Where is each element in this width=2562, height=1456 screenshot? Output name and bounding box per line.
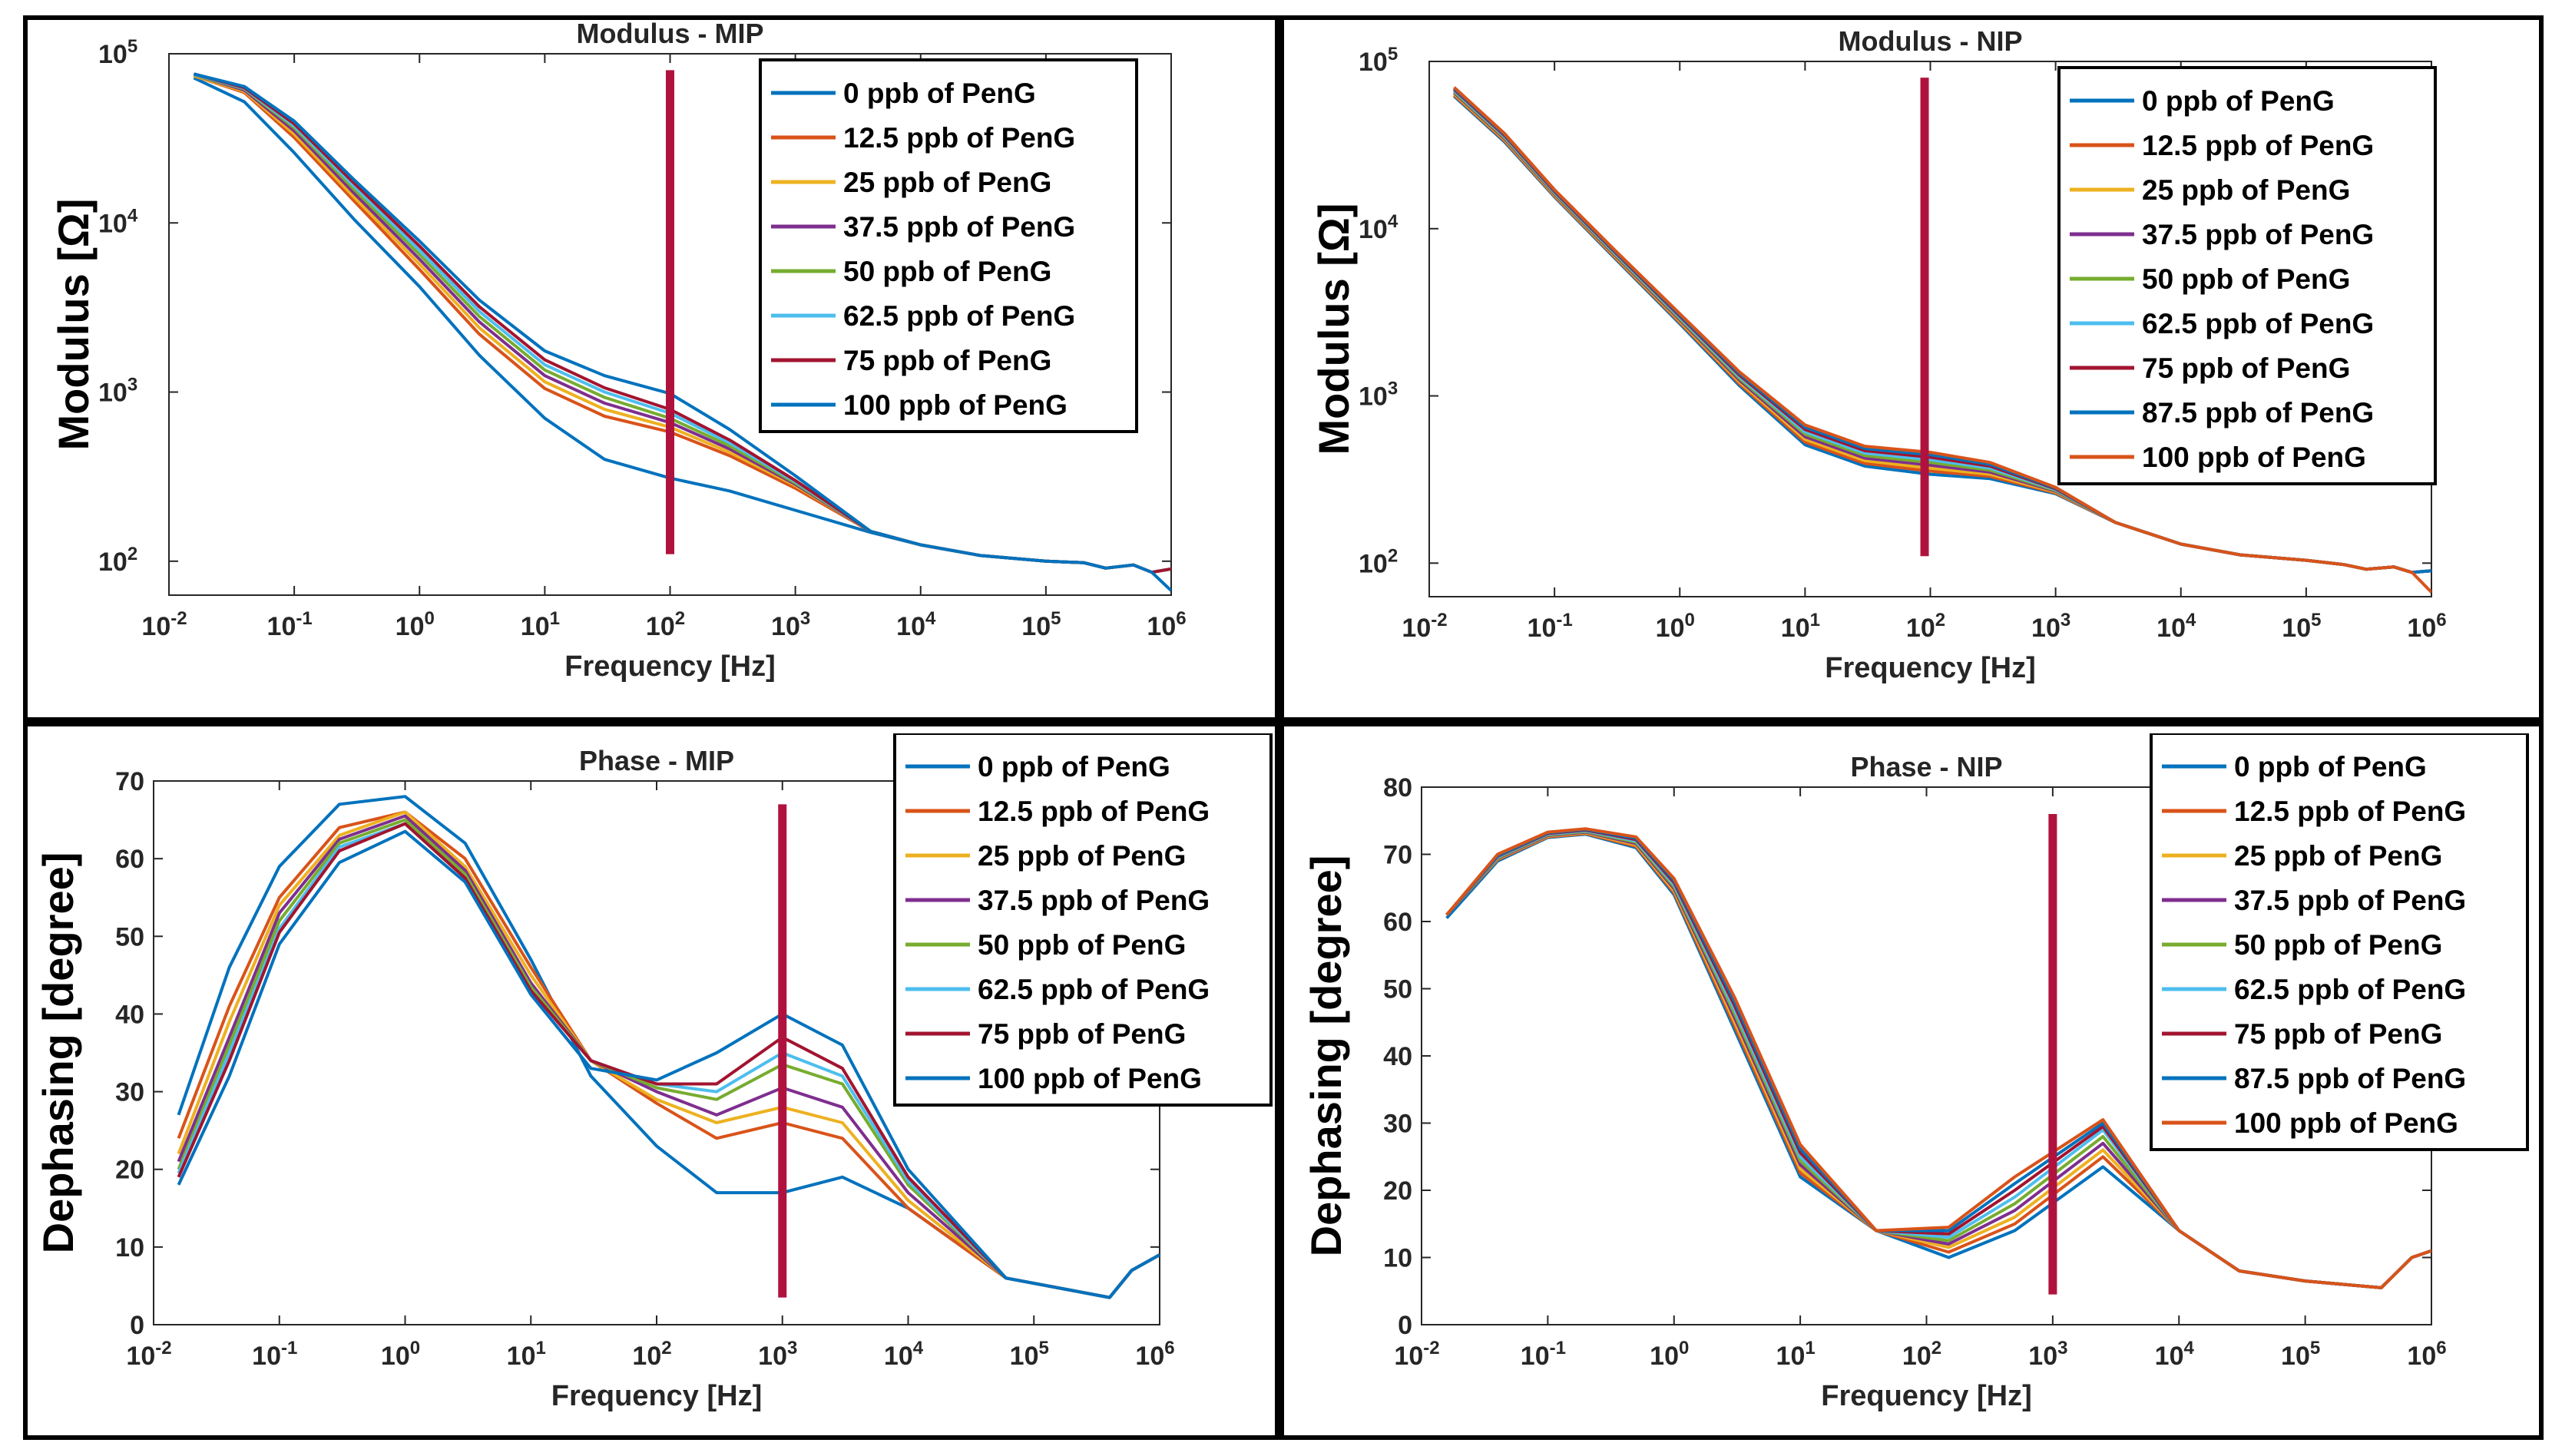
series-line: [1453, 86, 2431, 594]
y-tick-label: 40: [1383, 1042, 1412, 1071]
legend-label: 50 ppb of PenG: [978, 929, 1186, 961]
panel-border-bottom-right: [1279, 722, 2544, 1440]
legend-label: 100 ppb of PenG: [843, 389, 1068, 421]
x-tick-label: 105: [2282, 610, 2321, 643]
legend-label: 100 ppb of PenG: [2234, 1107, 2458, 1139]
x-axis-label: Frequency [Hz]: [1821, 1380, 2031, 1412]
legend-label: 0 ppb of PenG: [2234, 751, 2427, 783]
y-tick-label: 104: [1359, 211, 1399, 244]
chart-title: Modulus - MIP: [577, 19, 764, 49]
legend-label: 50 ppb of PenG: [2234, 929, 2442, 961]
y-tick-label: 104: [98, 205, 138, 238]
y-tick-label: 50: [1383, 975, 1412, 1004]
y-tick-label: 20: [115, 1156, 144, 1185]
series-group: [1445, 827, 2431, 1289]
y-tick-label: 70: [115, 767, 144, 796]
legend-box: [2057, 66, 2437, 485]
legend-label: 25 ppb of PenG: [843, 167, 1051, 198]
y-axis-label: Dephasing [degree]: [1302, 855, 1350, 1257]
x-axis-label: Frequency [Hz]: [1825, 652, 2035, 684]
series-group: [177, 795, 1160, 1299]
legend-label: 12.5 ppb of PenG: [2234, 796, 2466, 827]
chart-title: Modulus - NIP: [1839, 25, 2023, 57]
legend-label: 0 ppb of PenG: [2142, 85, 2335, 117]
chart-title: Phase - NIP: [1850, 751, 2002, 783]
legend-label: 12.5 ppb of PenG: [978, 796, 1210, 827]
legend-label: 0 ppb of PenG: [843, 78, 1036, 109]
y-axis-label: Modulus [Ω]: [1309, 204, 1358, 455]
y-tick-label: 10: [115, 1233, 144, 1262]
y-axis-label: Modulus [Ω]: [49, 199, 98, 451]
x-tick-label: 10-1: [1528, 610, 1573, 643]
y-tick-label: 40: [115, 1000, 144, 1029]
legend-label: 62.5 ppb of PenG: [2142, 308, 2374, 339]
legend-label: 50 ppb of PenG: [2142, 263, 2350, 295]
x-tick-label: 10-1: [1521, 1338, 1566, 1371]
legend-label: 75 ppb of PenG: [2234, 1018, 2442, 1050]
y-tick-label: 10: [1383, 1244, 1412, 1273]
series-line: [177, 829, 1160, 1299]
legend-label: 100 ppb of PenG: [978, 1063, 1202, 1094]
x-tick-label: 105: [1021, 608, 1061, 641]
y-tick-label: 60: [115, 845, 144, 874]
y-tick-label: 70: [1383, 841, 1412, 870]
x-tick-label: 106: [2407, 610, 2446, 643]
x-axis-label: Frequency [Hz]: [564, 650, 775, 683]
legend-box: [2150, 733, 2529, 1151]
legend-label: 87.5 ppb of PenG: [2234, 1063, 2466, 1094]
series-group: [1453, 86, 2431, 594]
legend-label: 75 ppb of PenG: [978, 1018, 1186, 1050]
legend-label: 62.5 ppb of PenG: [2234, 974, 2466, 1005]
y-tick-label: 20: [1383, 1176, 1412, 1206]
legend-label: 50 ppb of PenG: [843, 256, 1051, 287]
legend-label: 37.5 ppb of PenG: [2234, 885, 2466, 916]
y-tick-label: 80: [1383, 773, 1412, 802]
y-tick-label: 30: [1383, 1110, 1412, 1139]
x-tick-label: 10-1: [252, 1338, 297, 1371]
y-tick-label: 50: [115, 922, 144, 951]
legend-label: 62.5 ppb of PenG: [843, 300, 1075, 332]
x-axis-label: Frequency [Hz]: [551, 1380, 762, 1412]
legend-label: 62.5 ppb of PenG: [978, 974, 1210, 1005]
x-tick-label: 103: [2028, 1338, 2067, 1371]
legend-label: 75 ppb of PenG: [843, 345, 1051, 376]
legend-label: 87.5 ppb of PenG: [2142, 397, 2374, 429]
x-tick-label: 102: [632, 1338, 671, 1371]
y-tick-label: 103: [1359, 379, 1398, 412]
legend-box: [893, 733, 1273, 1107]
legend-label: 37.5 ppb of PenG: [843, 211, 1075, 243]
legend-label: 37.5 ppb of PenG: [2142, 219, 2374, 250]
x-tick-label: 100: [381, 1338, 420, 1371]
y-tick-label: 30: [115, 1078, 144, 1107]
y-axis-label: Dephasing [degree]: [34, 852, 82, 1254]
legend-label: 37.5 ppb of PenG: [978, 885, 1210, 916]
legend-label: 12.5 ppb of PenG: [2142, 130, 2374, 161]
legend-label: 25 ppb of PenG: [2234, 840, 2442, 872]
legend-label: 100 ppb of PenG: [2142, 442, 2366, 473]
y-tick-label: 60: [1383, 908, 1412, 937]
series-line: [1445, 827, 2431, 1289]
chart-title: Phase - MIP: [579, 745, 734, 776]
panel-border-top-left: [23, 15, 1279, 722]
y-tick-label: 0: [1398, 1311, 1412, 1340]
legend-label: 25 ppb of PenG: [2142, 174, 2350, 206]
panel-border-top-right: [1279, 15, 2544, 722]
series-group: [193, 72, 1171, 592]
series-line: [193, 72, 1171, 592]
x-tick-label: 105: [2281, 1338, 2320, 1371]
y-tick-label: 0: [130, 1311, 144, 1340]
panel-border-bottom-left: [23, 722, 1279, 1440]
legend-label: 25 ppb of PenG: [978, 840, 1186, 872]
legend-label: 75 ppb of PenG: [2142, 352, 2350, 384]
legend-box: [759, 58, 1138, 433]
legend-label: 12.5 ppb of PenG: [843, 122, 1075, 154]
legend-label: 0 ppb of PenG: [978, 751, 1170, 783]
